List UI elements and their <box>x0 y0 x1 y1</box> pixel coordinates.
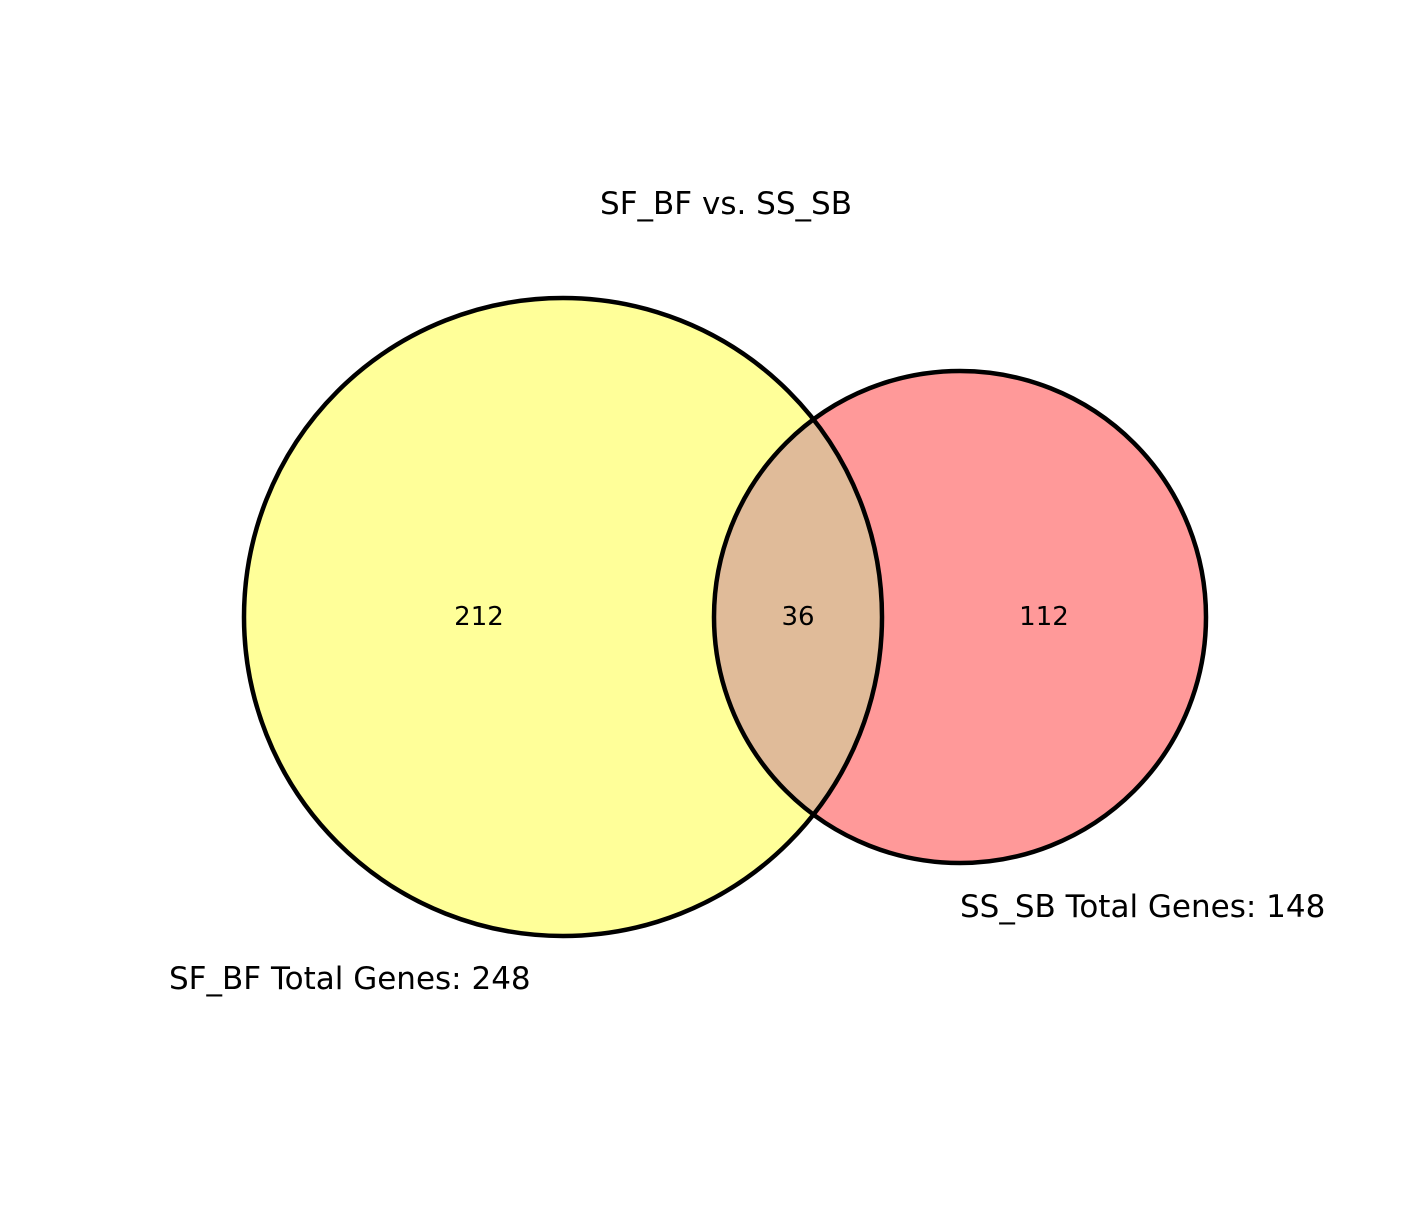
sf-bf-set-outline <box>241 295 885 939</box>
ss-sb-only-count: 112 <box>1019 602 1069 632</box>
intersection-count: 36 <box>781 602 814 632</box>
ss-sb-set-label: SS_SB Total Genes: 148 <box>960 889 1325 925</box>
sf-bf-only-count: 212 <box>454 602 504 632</box>
intersection-region <box>714 371 882 863</box>
sf-bf-set-label: SF_BF Total Genes: 248 <box>169 961 531 997</box>
diagram-title: SF_BF vs. SS_SB <box>600 186 852 222</box>
ss-sb-set-outline <box>711 368 1209 866</box>
sf-bf-set-region <box>244 298 882 936</box>
